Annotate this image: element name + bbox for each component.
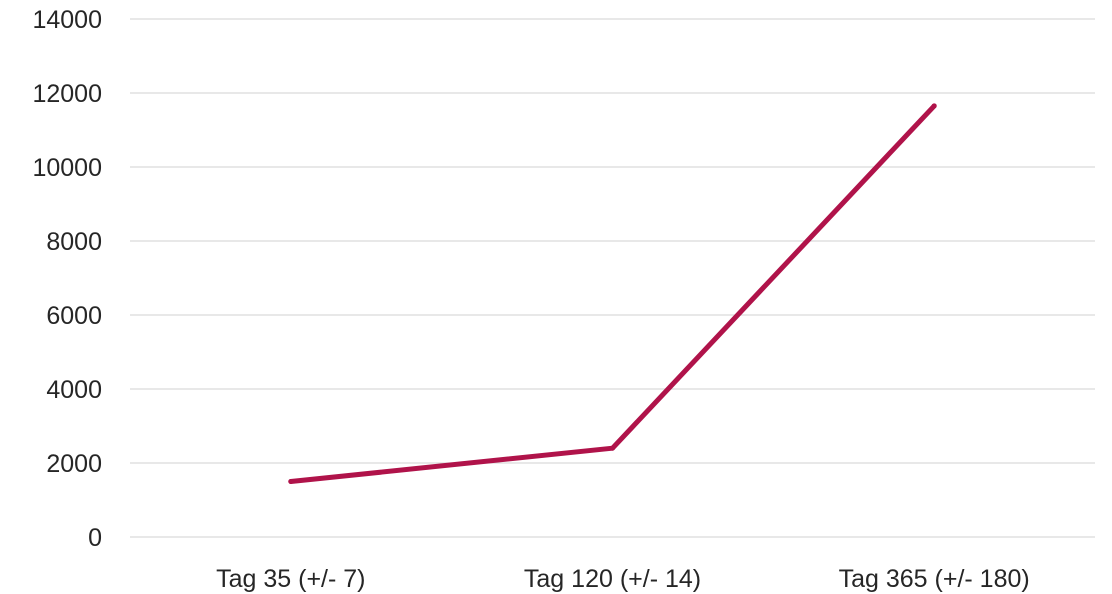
data-point xyxy=(931,103,937,109)
x-tick-label: Tag 120 (+/- 14) xyxy=(524,565,701,593)
plot-area xyxy=(288,103,937,484)
y-tick-label: 0 xyxy=(88,524,102,552)
x-tick-label: Tag 35 (+/- 7) xyxy=(216,565,365,593)
y-tick-label: 4000 xyxy=(46,376,102,404)
y-tick-label: 14000 xyxy=(32,6,102,34)
y-tick-label: 2000 xyxy=(46,450,102,478)
x-axis: Tag 35 (+/- 7) Tag 120 (+/- 14) Tag 365 (+… xyxy=(216,565,1030,593)
gridlines xyxy=(130,18,1095,538)
y-tick-label: 6000 xyxy=(46,302,102,330)
y-tick-label: 8000 xyxy=(46,228,102,256)
x-tick-label: Tag 365 (+/- 180) xyxy=(839,565,1030,593)
series-line xyxy=(288,103,937,484)
y-axis: 0 2000 4000 6000 8000 10000 12000 14000 xyxy=(32,6,102,552)
y-tick-label: 10000 xyxy=(32,154,102,182)
data-point xyxy=(610,445,615,451)
y-tick-label: 12000 xyxy=(32,80,102,108)
data-point xyxy=(288,479,294,484)
